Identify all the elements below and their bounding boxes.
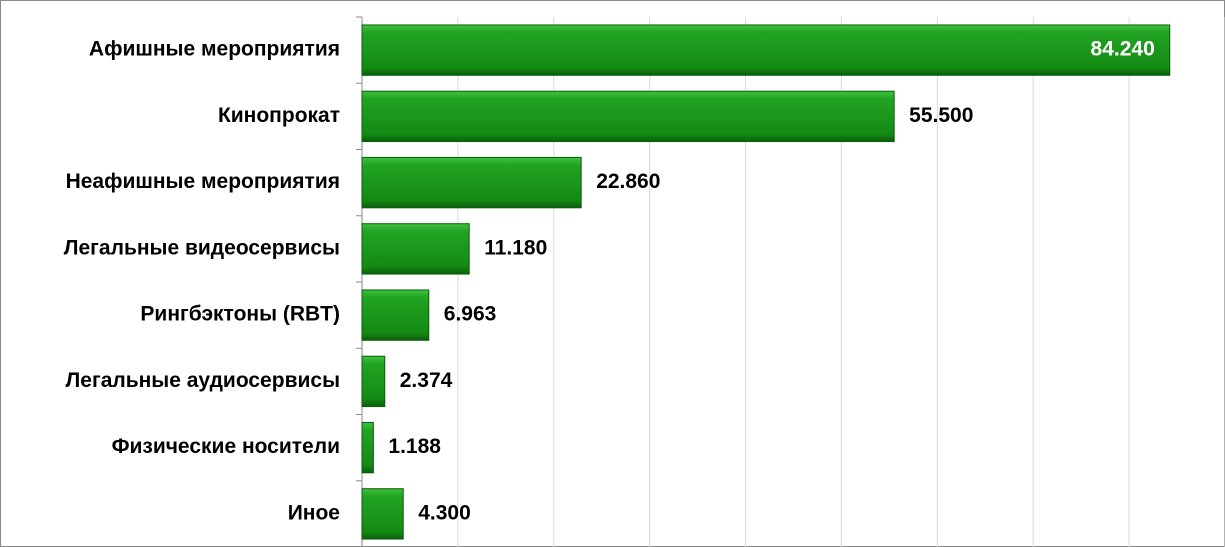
- bar: [361, 421, 374, 474]
- value-label: 55.500: [909, 104, 973, 127]
- bar: [361, 156, 582, 209]
- y-tick-label: Легальные аудиосервисы: [66, 369, 340, 392]
- bar: [361, 488, 404, 540]
- bar: [361, 90, 895, 143]
- value-label: 1.188: [388, 435, 441, 458]
- y-tick-label: Легальные видеосервисы: [64, 236, 340, 259]
- y-tick-label: Рингбэктоны (RBT): [140, 303, 340, 326]
- value-label: 84.240: [1091, 38, 1155, 61]
- y-tick-label: Иное: [288, 501, 340, 524]
- bar: [361, 223, 470, 275]
- bar: [361, 355, 386, 408]
- y-tick-label: Афишные мероприятия: [89, 38, 340, 61]
- y-tick-label: Неафишные мероприятия: [66, 170, 340, 193]
- value-label: 2.374: [400, 369, 453, 392]
- bar: [361, 24, 1171, 76]
- value-label: 11.180: [484, 236, 547, 259]
- y-tick-label: Физические носители: [112, 435, 340, 458]
- value-label: 6.963: [444, 303, 497, 326]
- bar: [361, 289, 430, 341]
- value-label: 4.300: [418, 501, 471, 524]
- value-label: 22.860: [596, 170, 660, 193]
- y-tick-label: Кинопрокат: [218, 104, 340, 127]
